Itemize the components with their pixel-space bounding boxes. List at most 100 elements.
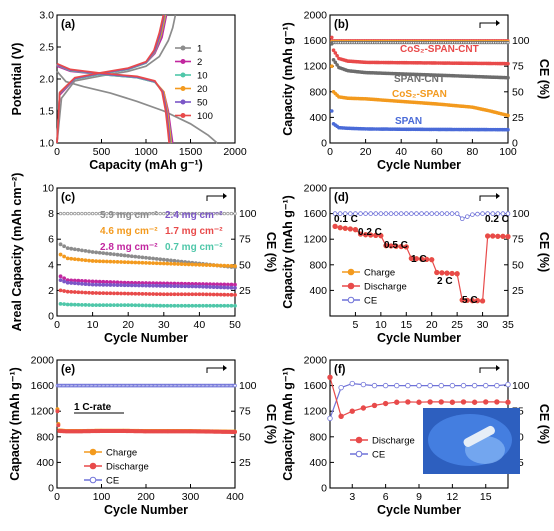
rate-label: 1 C [411, 254, 427, 265]
capacity-point [229, 292, 234, 297]
capacity-point [115, 303, 120, 308]
capacity-point [233, 303, 237, 308]
capacity-point [211, 263, 216, 268]
rate-label: 0.5 C [384, 240, 408, 251]
x-tick-label: 9 [416, 491, 422, 503]
capacity-point [65, 302, 70, 307]
legend-marker [180, 99, 186, 105]
ce-point [475, 211, 480, 217]
y2-axis-label: CE (%) [264, 404, 278, 444]
capacity-point [229, 303, 234, 308]
panel-label: (d) [334, 192, 349, 204]
ce-point [332, 211, 338, 216]
y-tick-label: 1.0 [39, 138, 54, 150]
ce-point [338, 384, 344, 391]
capacity-point [108, 283, 113, 287]
capacity-point [222, 303, 227, 308]
ce-point [187, 211, 191, 216]
x-tick-label: 40 [395, 146, 407, 158]
rate-label: 5 C [462, 295, 478, 306]
y-axis-label: Capacity (mAh g⁻¹) [281, 367, 295, 481]
capacity-point [65, 289, 70, 294]
discharge-point [349, 408, 355, 414]
discharge-point [505, 234, 511, 240]
x-tick-label: 100 [93, 491, 111, 503]
capacity-point [165, 258, 170, 262]
y-tick-label: 0 [321, 138, 327, 150]
discharge-point [378, 233, 384, 239]
discharge-point [357, 231, 364, 237]
ce-point [353, 211, 358, 216]
capacity-point [94, 250, 99, 255]
discharge-point [398, 243, 404, 250]
x-tick-label: 15 [400, 319, 412, 331]
capacity-point [62, 244, 67, 249]
ce-point [454, 211, 460, 216]
y-tick-label: 2000 [304, 355, 328, 367]
capacity-point [87, 290, 91, 295]
capacity-point [87, 303, 91, 307]
y-tick-label: 0 [48, 483, 54, 495]
y2-tick-label: 100 [512, 208, 530, 220]
capacity-point [97, 250, 102, 255]
ce-point [176, 211, 180, 216]
ce-point [424, 211, 429, 216]
capacity-point [144, 260, 148, 265]
legend-marker [180, 72, 186, 78]
capacity-point [158, 261, 163, 266]
legend-marker [347, 296, 355, 304]
ce-arrow-head [496, 193, 500, 199]
ce-point [414, 211, 419, 216]
capacity-point [72, 281, 77, 286]
capacity-point [165, 292, 170, 297]
capacity-point [154, 283, 159, 288]
capacity-point [176, 303, 180, 308]
capacity-point [158, 283, 163, 288]
capacity-point [65, 246, 70, 251]
capacity-point [161, 261, 166, 266]
discharge-point [55, 409, 60, 414]
discharge-point [332, 223, 338, 229]
y2-tick-label: 50 [512, 86, 524, 98]
discharge-point [327, 374, 333, 380]
y-tick-label: 1.5 [39, 106, 54, 118]
capacity-point [94, 259, 99, 263]
capacity-point [58, 288, 63, 293]
ce-point [208, 211, 212, 216]
ce-point [393, 211, 399, 216]
capacity-point [136, 291, 141, 296]
capacity-point [126, 260, 131, 265]
ce-point [427, 382, 433, 389]
panel-f: 36912150400800120016002000255075100Cycle… [281, 355, 551, 518]
capacity-point [126, 291, 131, 296]
capacity-point [190, 262, 195, 267]
ce-point [137, 211, 141, 216]
capacity-point [147, 283, 152, 288]
y-tick-label: 2000 [304, 183, 328, 195]
capacity-point [169, 284, 173, 288]
y-tick-label: 0 [321, 483, 327, 495]
capacity-point [62, 302, 67, 307]
y-tick-label: 2.0 [39, 74, 54, 86]
ce-point [429, 211, 435, 216]
discharge-point [438, 399, 444, 405]
x-tick-label: 40 [194, 319, 206, 331]
ce-point [398, 211, 404, 216]
loading-label: 4.6 mg cm⁻² [100, 226, 158, 237]
capacity-point [72, 290, 77, 294]
ce-point [108, 211, 113, 216]
capacity-point [197, 284, 202, 289]
legend-label: 10 [197, 71, 208, 82]
ce-point [403, 211, 409, 216]
ce-point [98, 211, 102, 216]
capacity-point [229, 285, 234, 290]
ce-point [162, 211, 166, 216]
discharge-point [394, 399, 400, 405]
discharge-curve [56, 70, 218, 144]
ce-point [382, 382, 389, 389]
capacity-point [211, 292, 216, 297]
ce-point [204, 211, 209, 216]
ce-point [383, 211, 389, 216]
ce-point [211, 211, 216, 216]
capacity-point [115, 259, 120, 264]
